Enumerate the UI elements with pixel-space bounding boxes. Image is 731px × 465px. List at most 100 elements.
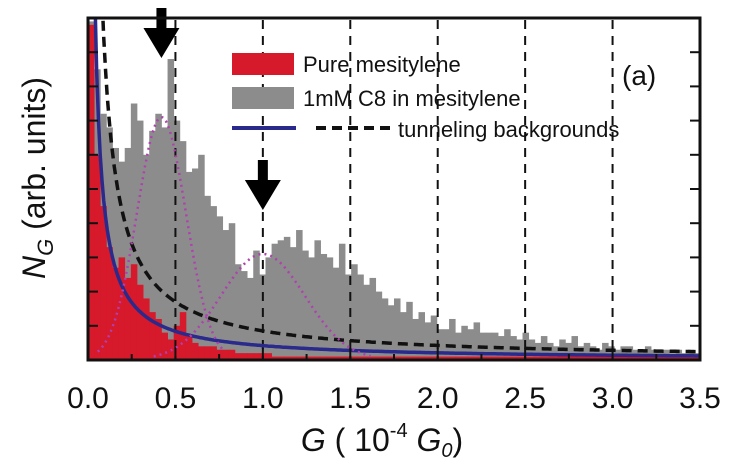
red-bar-99 [693, 356, 700, 360]
gray-bar-62 [467, 329, 474, 360]
gray-bar-26 [247, 277, 254, 360]
red-bar-20 [210, 346, 217, 360]
gray-bar-6 [124, 147, 132, 360]
red-bar-72 [528, 356, 536, 360]
gray-bar-84 [602, 342, 609, 360]
gray-bar-44 [357, 274, 364, 360]
red-bar-62 [467, 356, 474, 360]
red-bar-66 [491, 356, 499, 360]
red-bar-11 [155, 318, 162, 360]
red-bar-25 [241, 353, 248, 360]
red-bar-84 [602, 356, 609, 360]
x-tick-label-1: 0.5 [155, 382, 197, 415]
red-bar-60 [455, 356, 462, 360]
x-tick-label-3: 1.5 [329, 382, 371, 415]
red-bar-75 [547, 356, 554, 360]
x-tick-label-0: 0.0 [67, 382, 109, 415]
dashed-gridlines [174, 20, 614, 360]
red-bar-23 [228, 349, 236, 360]
gray-bar-15 [179, 141, 187, 360]
gray-bar-47 [375, 291, 383, 360]
red-bar-22 [222, 349, 230, 360]
red-bar-61 [461, 356, 468, 360]
red-bar-48 [381, 356, 389, 360]
gray-bar-49 [387, 305, 395, 360]
red-bar-7 [130, 264, 138, 360]
gray-bar-12 [161, 127, 168, 360]
red-bar-43 [351, 356, 358, 360]
gray-bar-38 [320, 253, 328, 360]
red-bar-59 [449, 356, 456, 360]
red-bar-90 [638, 356, 646, 360]
x-tick-label-6: 3.0 [592, 382, 634, 415]
gray-histogram-series [88, 21, 700, 360]
red-bar-30 [271, 356, 279, 360]
gray-bar-28 [259, 274, 266, 360]
arrow-shaft-1 [257, 160, 268, 184]
gray-bar-57 [436, 329, 444, 360]
red-bar-42 [345, 356, 352, 360]
red-bar-5 [118, 257, 126, 360]
red-bar-98 [687, 356, 695, 360]
red-bar-40 [332, 356, 340, 360]
red-bar-82 [589, 356, 597, 360]
arrow-head-0 [143, 28, 180, 58]
red-bar-34 [296, 356, 303, 360]
gaussian-fit-1 [153, 252, 371, 358]
gray-bar-42 [345, 274, 352, 360]
red-bar-83 [595, 356, 603, 360]
gray-bar-17 [192, 168, 199, 360]
red-bar-55 [424, 356, 432, 360]
gray-bar-13 [167, 59, 175, 360]
gray-bar-11 [155, 113, 162, 360]
red-bar-92 [651, 356, 658, 360]
gray-bar-21 [216, 216, 224, 360]
gray-bar-87 [620, 346, 627, 360]
gray-bar-78 [565, 342, 572, 360]
red-bar-52 [406, 356, 413, 360]
red-bar-93 [657, 356, 664, 360]
gray-bar-30 [271, 243, 279, 360]
red-bar-31 [277, 356, 285, 360]
gray-bar-46 [369, 277, 377, 360]
gray-bar-91 [644, 346, 652, 360]
red-bar-69 [510, 356, 517, 360]
red-bar-68 [504, 356, 511, 360]
gray-bar-14 [173, 120, 181, 360]
panel-label: (a) [622, 60, 656, 91]
gray-bar-32 [283, 236, 291, 360]
gray-bar-25 [241, 271, 248, 360]
gray-bar-31 [277, 240, 285, 360]
red-bar-3 [106, 247, 113, 360]
red-bar-37 [314, 356, 321, 360]
gray-bar-54 [418, 312, 425, 360]
red-bar-50 [394, 356, 401, 360]
gray-bar-65 [485, 332, 493, 360]
gray-bar-82 [589, 346, 597, 360]
red-bar-45 [363, 356, 370, 360]
gray-bar-4 [112, 147, 119, 360]
red-bar-91 [644, 356, 652, 360]
down-arrow-icon-1 [244, 160, 281, 210]
red-bar-70 [516, 356, 523, 360]
red-bar-47 [375, 356, 383, 360]
legend-swatch-pure-mesitylene [232, 53, 294, 75]
red-bar-41 [338, 356, 346, 360]
gray-bar-53 [412, 318, 419, 360]
red-bar-19 [204, 346, 211, 360]
gray-bar-68 [504, 329, 511, 360]
x-tick-label-5: 2.5 [504, 382, 546, 415]
red-bar-10 [149, 312, 156, 360]
gray-bar-55 [424, 322, 432, 360]
red-bar-56 [430, 356, 438, 360]
red-bar-44 [357, 356, 364, 360]
gray-bar-48 [381, 298, 389, 360]
red-bar-12 [161, 332, 168, 360]
x-axis-title: G ( 10-4 G0) [301, 420, 463, 462]
red-bar-51 [400, 356, 407, 360]
gray-bar-81 [583, 342, 591, 360]
gray-bar-33 [289, 247, 297, 360]
gray-bar-10 [149, 130, 156, 360]
gray-bar-29 [265, 257, 272, 360]
gray-bar-56 [430, 315, 438, 360]
